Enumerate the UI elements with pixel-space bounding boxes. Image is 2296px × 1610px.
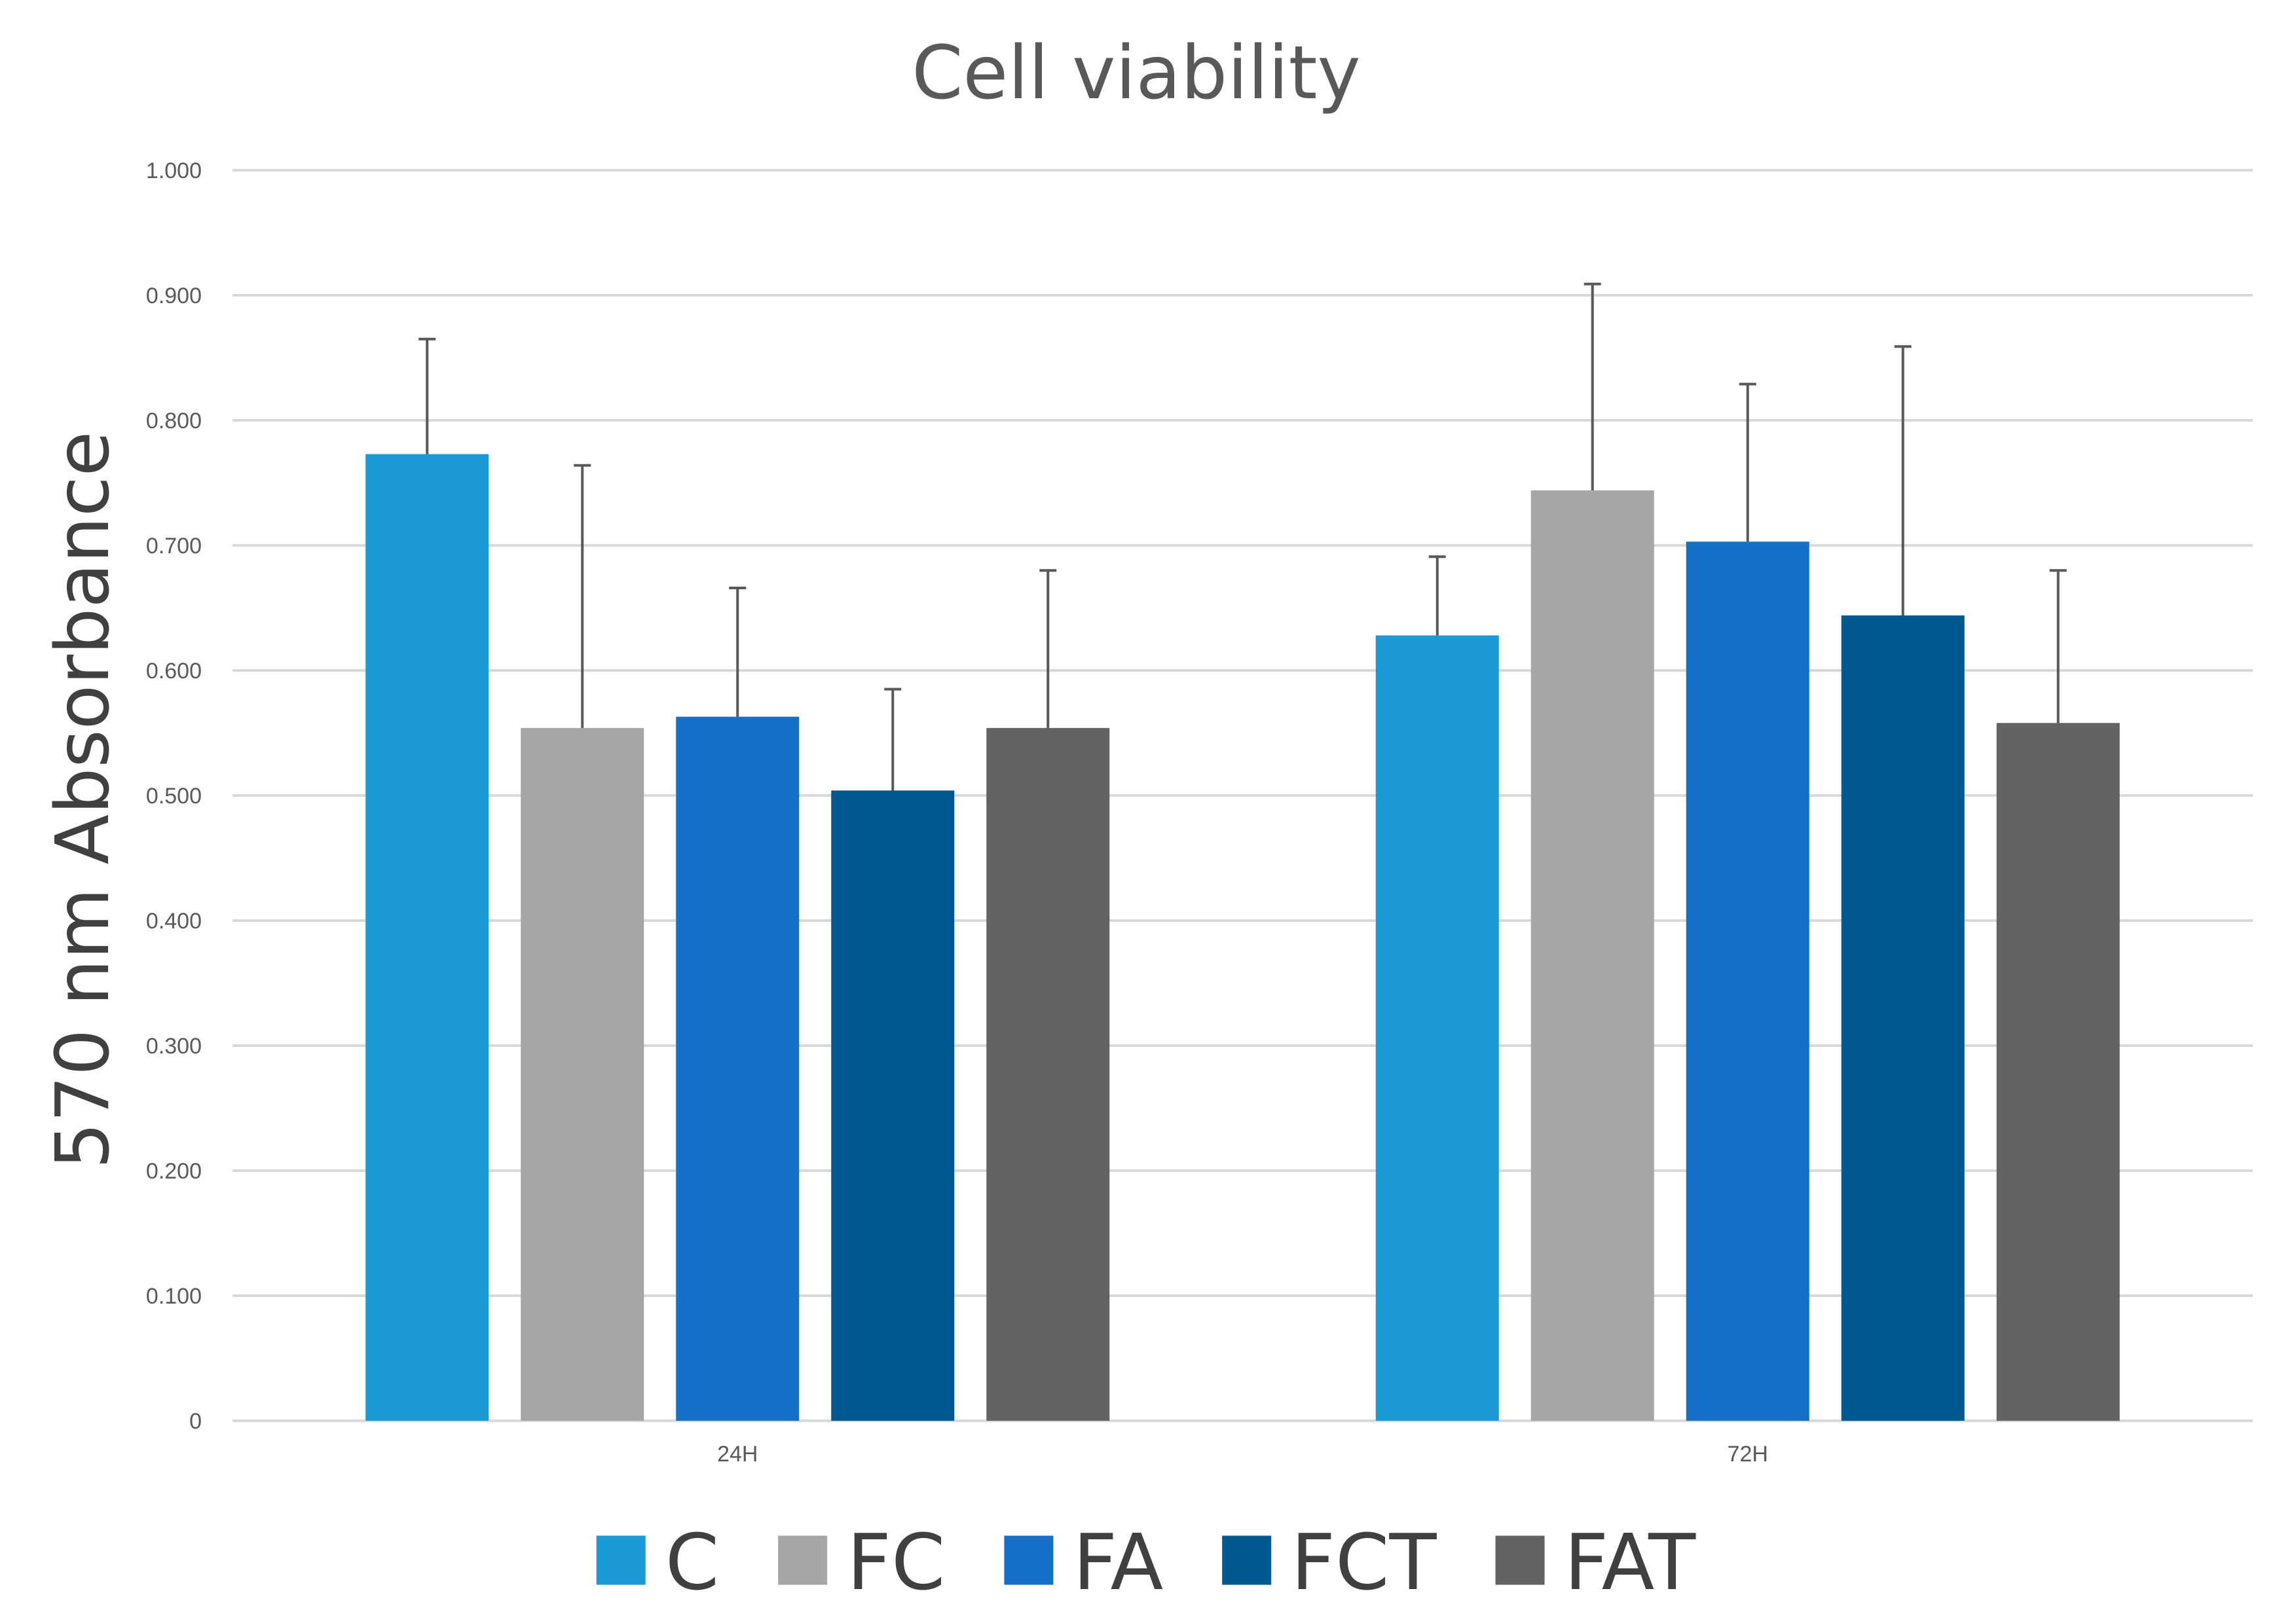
- bar-fct-72h: [1841, 615, 1965, 1421]
- bar-c-72h: [1375, 635, 1499, 1421]
- legend-label-fat: FAT: [1565, 1517, 1697, 1607]
- bar-fat-24h: [986, 727, 1110, 1421]
- legend-label-c: C: [665, 1517, 719, 1607]
- y-tick-label: 0.500: [146, 784, 202, 809]
- legend-swatch-fct: [1222, 1535, 1272, 1585]
- y-tick-label: 0.400: [146, 909, 202, 934]
- y-tick-label: 0.700: [146, 534, 202, 558]
- bar-c-24h: [365, 454, 489, 1421]
- legend-label-fc: FC: [847, 1517, 945, 1607]
- bar-fc-24h: [521, 727, 644, 1421]
- error-bars: [418, 282, 2067, 791]
- bar-fa-24h: [676, 716, 800, 1421]
- legend-label-fa: FA: [1073, 1517, 1163, 1607]
- y-tick-label: 0.100: [146, 1284, 202, 1309]
- y-tick-label: 0.200: [146, 1159, 202, 1184]
- y-tick-label: 0.300: [146, 1034, 202, 1059]
- y-tick-label: 0.600: [146, 659, 202, 684]
- bar-fct-24h: [831, 790, 955, 1421]
- legend-swatch-c: [596, 1535, 646, 1585]
- y-tick-label: 0: [189, 1409, 202, 1434]
- legend-label-fct: FCT: [1291, 1517, 1437, 1607]
- y-tick-label: 0.900: [146, 284, 202, 308]
- bar-fa-72h: [1686, 541, 1809, 1421]
- chart-title: Cell viability: [912, 31, 1361, 116]
- x-tick-label: 24H: [717, 1442, 758, 1467]
- y-axis-ticks: 0 0.100 0.200 0.300 0.400 0.500 0.600 0.700 0.80…: [146, 158, 202, 1434]
- x-axis-ticks: 24H 72H: [717, 1442, 1768, 1467]
- bar-fat-72h: [1996, 723, 2120, 1421]
- bar-fc-72h: [1530, 490, 1654, 1421]
- bars: [365, 454, 2120, 1421]
- legend-swatch-fc: [778, 1535, 828, 1585]
- y-tick-label: 1.000: [146, 158, 202, 183]
- y-tick-label: 0.800: [146, 409, 202, 433]
- x-tick-label: 72H: [1728, 1442, 1768, 1467]
- legend: C FC FA FCT FAT: [596, 1517, 1697, 1607]
- legend-swatch-fa: [1004, 1535, 1054, 1585]
- y-axis-label: 570 nm Absorbance: [41, 431, 126, 1169]
- legend-swatch-fat: [1495, 1535, 1545, 1585]
